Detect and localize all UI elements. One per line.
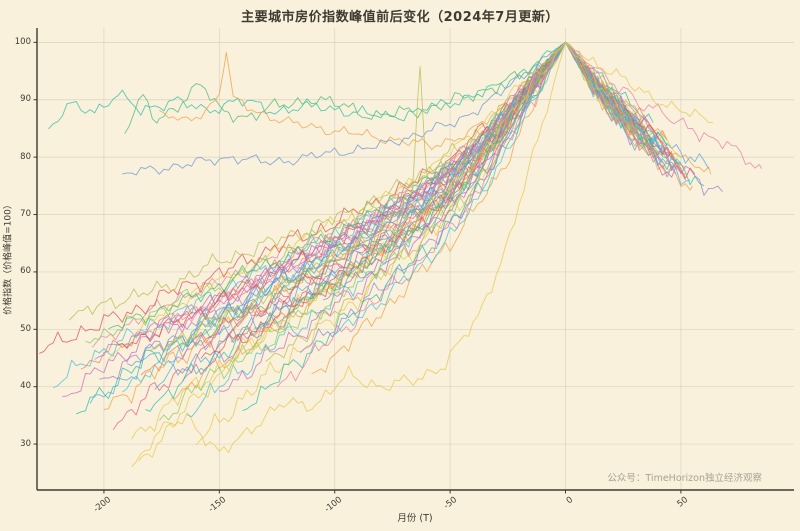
y-tick-label: 100 <box>14 36 31 47</box>
series-line <box>288 41 636 315</box>
y-tick-label: 90 <box>20 94 31 105</box>
y-axis-label: 价格指数（价格峰值=100） <box>3 200 14 315</box>
series-line <box>145 41 668 412</box>
y-tick-label: 60 <box>20 266 31 277</box>
series-line <box>149 41 654 352</box>
series-line <box>334 41 645 336</box>
series-line <box>68 41 621 321</box>
y-tick-label: 50 <box>20 323 31 334</box>
series-line <box>108 41 714 360</box>
chart-title: 主要城市房价指数峰值前后变化（2024年7月更新） <box>241 10 559 25</box>
watermark-text: 公众号：TimeHorizon独立经济观察 <box>607 473 762 484</box>
y-tick-label: 40 <box>20 381 31 392</box>
series-line <box>299 41 654 354</box>
series-line <box>311 41 640 375</box>
series-line <box>48 41 654 130</box>
series-line <box>186 41 682 418</box>
series-line <box>135 41 636 336</box>
series-line <box>223 41 640 369</box>
series-line <box>124 41 681 164</box>
series-line <box>122 41 636 176</box>
series-line <box>138 41 635 462</box>
x-axis-label: 月份 (T) <box>397 513 433 524</box>
series-line <box>99 41 645 380</box>
series-line <box>80 41 668 370</box>
y-tick-label: 70 <box>20 209 31 220</box>
series-line <box>158 41 649 421</box>
series-line <box>323 41 631 301</box>
series-line <box>92 41 763 348</box>
y-tick-label: 80 <box>20 151 31 162</box>
y-tick-label: 30 <box>20 438 31 449</box>
